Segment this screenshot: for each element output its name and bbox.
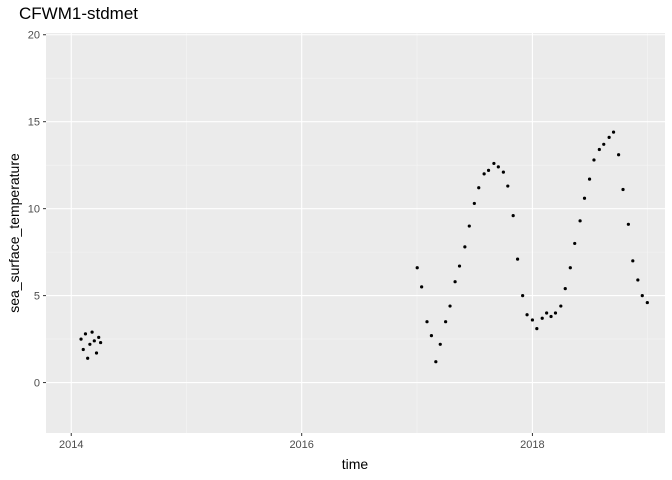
data-point — [482, 172, 486, 176]
x-tick-label: 2018 — [520, 439, 544, 451]
data-point — [530, 318, 535, 322]
data-point — [477, 186, 481, 190]
data-point — [88, 342, 92, 346]
data-point — [582, 196, 587, 200]
data-point — [626, 222, 630, 226]
data-point — [501, 170, 505, 174]
x-tick-label: 2014 — [59, 439, 83, 451]
data-point — [640, 294, 644, 298]
data-point — [94, 351, 99, 355]
y-axis-ticks: 0 5 10 15 20 — [28, 30, 46, 390]
data-point — [506, 184, 510, 188]
chart-title: CFWM1-stdmet — [19, 4, 138, 23]
data-point — [535, 327, 539, 331]
data-point — [617, 153, 621, 157]
data-point — [578, 219, 582, 223]
y-axis-title: sea_surface_temperature — [6, 153, 22, 313]
data-point — [568, 266, 572, 270]
data-point — [540, 316, 544, 320]
data-point — [515, 257, 520, 261]
y-tick-label: 10 — [28, 204, 40, 216]
data-point — [453, 280, 457, 284]
data-point — [415, 266, 419, 270]
data-points — [79, 130, 649, 364]
data-point — [636, 278, 640, 282]
data-point — [492, 161, 496, 166]
data-point — [83, 332, 88, 336]
data-point — [621, 187, 625, 192]
major-gridlines — [46, 33, 665, 433]
data-point — [525, 313, 529, 317]
data-point — [92, 339, 96, 343]
data-point — [486, 168, 491, 172]
data-point — [86, 356, 90, 360]
data-point — [434, 360, 438, 364]
y-tick-label: 20 — [28, 30, 40, 42]
data-point — [602, 142, 606, 146]
data-point — [631, 259, 635, 263]
data-point — [99, 340, 103, 345]
data-point — [472, 201, 476, 206]
data-point — [425, 320, 429, 324]
data-point — [597, 147, 601, 152]
plot-panel — [46, 33, 665, 433]
data-point — [511, 214, 515, 218]
data-point — [438, 342, 442, 346]
data-point — [467, 224, 471, 228]
data-point — [79, 337, 83, 341]
data-point — [463, 245, 467, 249]
y-tick-label: 15 — [28, 117, 40, 129]
data-point — [545, 311, 549, 315]
data-point — [592, 158, 596, 162]
data-point — [496, 165, 500, 169]
y-tick-label: 5 — [34, 291, 40, 303]
data-point — [448, 304, 452, 308]
y-tick-label: 0 — [34, 378, 40, 390]
data-point — [97, 335, 101, 339]
minor-gridlines — [46, 33, 665, 433]
data-point — [457, 264, 462, 268]
data-point — [607, 135, 611, 139]
x-tick-label: 2016 — [289, 439, 313, 451]
data-point — [553, 311, 558, 315]
data-point — [420, 285, 424, 289]
x-axis-title: time — [342, 456, 369, 472]
data-point — [444, 320, 448, 324]
x-axis-ticks: 2014 2016 2018 — [59, 433, 545, 451]
data-point — [645, 300, 649, 305]
data-point — [563, 287, 567, 291]
data-point — [521, 294, 525, 298]
data-point — [429, 334, 434, 338]
data-point — [587, 177, 592, 181]
data-point — [549, 314, 553, 319]
data-point — [611, 130, 616, 134]
data-point — [559, 304, 563, 308]
data-point — [90, 330, 94, 334]
data-point — [81, 347, 85, 352]
data-point — [573, 241, 577, 246]
